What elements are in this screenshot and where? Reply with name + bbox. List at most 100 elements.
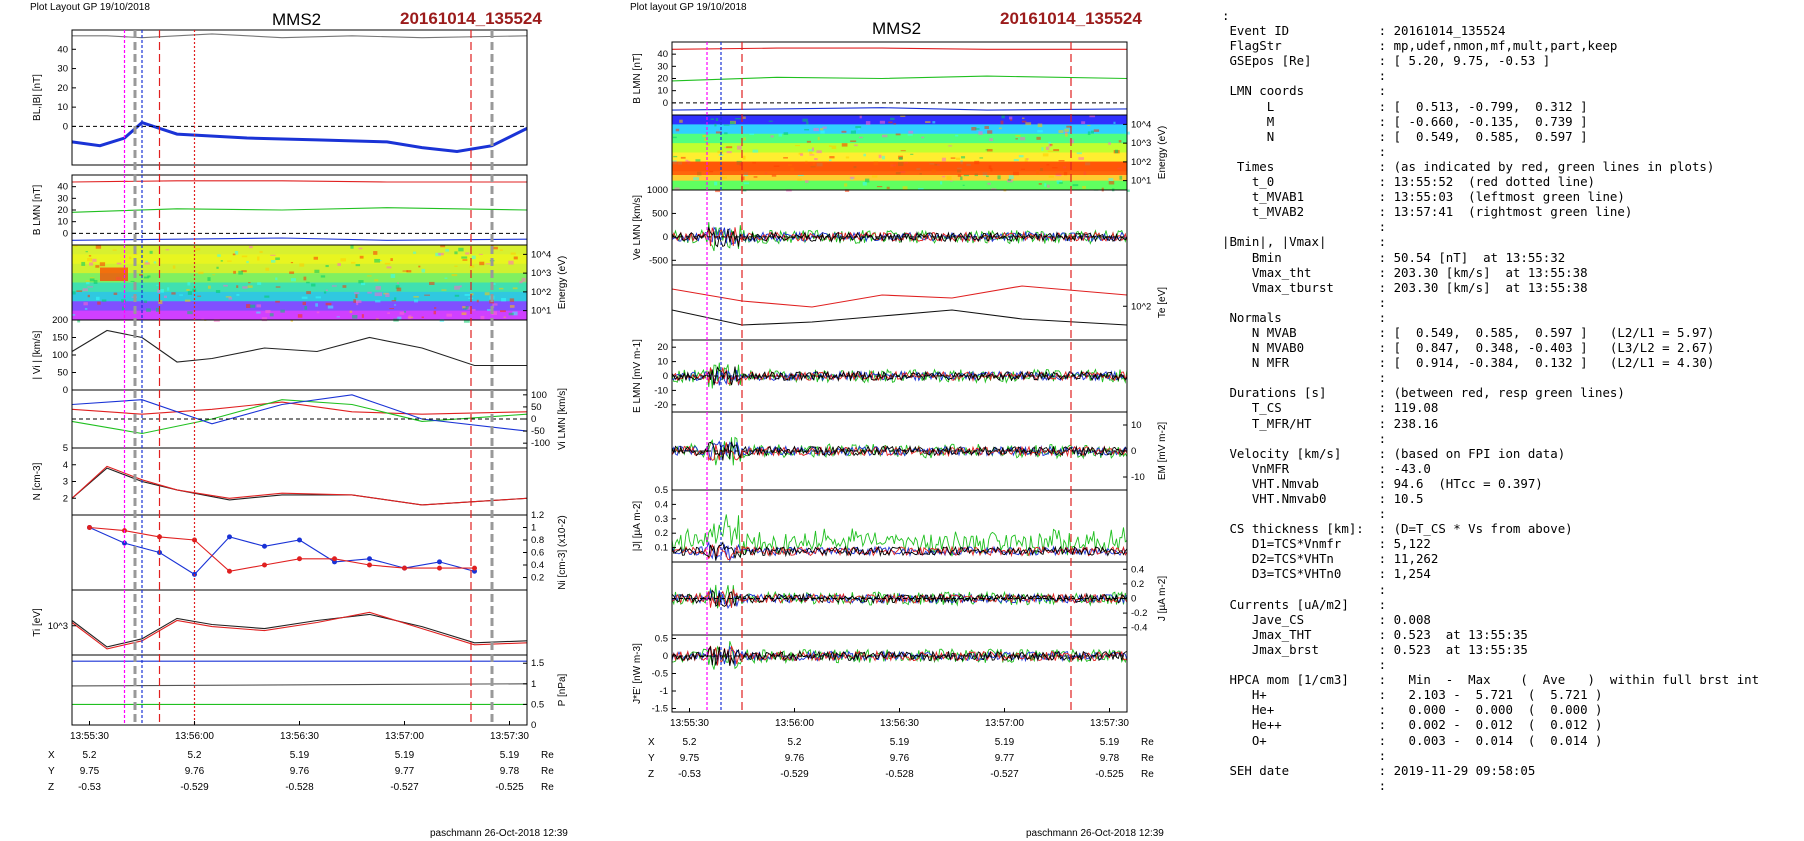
spectrogram-cell xyxy=(485,263,490,265)
spectrogram-cell xyxy=(101,299,107,302)
spectrogram-cell xyxy=(379,260,382,262)
spectrogram-cell xyxy=(805,180,809,183)
y-tick-label: 2 xyxy=(63,493,68,504)
spectrogram-cell xyxy=(871,175,878,178)
spectrogram-cell xyxy=(702,134,706,138)
spectrogram-cell xyxy=(238,270,243,275)
spectrogram-cell xyxy=(809,150,813,154)
spectrogram-cell xyxy=(693,177,699,181)
spectrogram-cell xyxy=(129,256,132,260)
info-line: : xyxy=(1222,430,1387,446)
spectrogram-cell xyxy=(290,319,293,322)
spectrogram-cell xyxy=(979,157,984,159)
time-tick-label: 13:56:00 xyxy=(775,718,814,729)
spectrogram-cell xyxy=(466,306,472,310)
y-tick-label: 0.2 xyxy=(1131,579,1144,590)
spectrogram-cell xyxy=(675,128,680,132)
spectrogram-cell xyxy=(736,145,742,150)
spectrogram-cell xyxy=(1047,184,1050,188)
coord-value: 5.19 xyxy=(395,750,415,761)
spectrogram-cell xyxy=(1056,180,1063,183)
spectrogram-cell xyxy=(408,315,412,320)
info-line: |Bmin|, |Vmax| : xyxy=(1222,234,1387,250)
spectrogram-cell xyxy=(822,126,827,129)
coord-value: 5.2 xyxy=(188,750,202,761)
spectrogram-cell xyxy=(730,121,735,125)
spectrogram-cell xyxy=(1048,141,1051,144)
spectrogram-cell xyxy=(271,259,276,263)
spectrogram-cell xyxy=(1093,129,1100,132)
panel-0: 0 10 20 30 40 BL,|B| [nT] xyxy=(32,29,528,166)
spectrogram-cell xyxy=(454,294,460,297)
spectrogram-cell xyxy=(1125,131,1130,135)
y-tick-label: 40 xyxy=(57,182,68,193)
spectrogram-cell xyxy=(429,281,435,285)
spectrogram-cell xyxy=(813,127,819,132)
spectrogram-cell xyxy=(96,296,100,301)
spectrogram-cell xyxy=(955,134,959,137)
spectrogram-cell xyxy=(248,282,251,284)
spectrogram-cell xyxy=(768,120,773,122)
spectrogram-cell xyxy=(228,297,233,300)
spectrogram-cell xyxy=(458,247,464,252)
middle-plot-title: MMS2 xyxy=(872,19,922,38)
coord-value: 5.19 xyxy=(290,750,310,761)
panel-frame xyxy=(71,29,528,166)
y-tick-label: 10 xyxy=(57,217,68,228)
info-line: N MVAB0 : [ 0.847, 0.348, -0.403 ] (L3/L… xyxy=(1222,340,1715,356)
y-tick-label: 5 xyxy=(63,443,68,454)
coord-value: 5.2 xyxy=(788,737,802,748)
y-tick-label: 20 xyxy=(657,342,668,353)
spectrogram-cell xyxy=(194,248,201,251)
spectrogram-cell xyxy=(503,316,506,318)
info-line: Jmax_brst : 0.523 at 13:55:35 xyxy=(1222,641,1528,657)
series-line xyxy=(89,526,475,572)
y-tick-label: 0.4 xyxy=(531,560,544,571)
info-line: : xyxy=(1222,777,1387,793)
spectrogram-cell xyxy=(1057,181,1063,184)
spectrogram-cell xyxy=(1018,155,1024,158)
coord-value: -0.529 xyxy=(180,782,209,793)
info-line: HPCA mom [1/cm3] : Min - Max ( Ave ) wit… xyxy=(1222,672,1760,688)
info-line: GSEpos [Re] : [ 5.20, 9.75, -0.53 ] xyxy=(1222,53,1551,69)
y-tick-label: 10^3 xyxy=(1131,138,1151,149)
spectrogram-band xyxy=(672,124,1127,135)
time-tick-label: 13:55:30 xyxy=(70,731,109,742)
spectrogram-cell xyxy=(509,298,515,302)
spectrogram-cell xyxy=(508,312,514,316)
panel-2: -500 0 500 1000 Ve LMN [km/s] xyxy=(632,185,1128,266)
series-line xyxy=(71,467,528,506)
spectrogram-cell xyxy=(471,255,476,260)
spectrogram-cell xyxy=(112,249,117,251)
spectrogram-cell xyxy=(149,250,153,254)
spectrogram-cell xyxy=(302,301,307,306)
spectrogram-cell xyxy=(158,300,163,305)
spectrogram-cell xyxy=(403,310,407,313)
spectrogram-cell xyxy=(454,265,458,267)
spectrogram-cell xyxy=(990,188,997,190)
spectrogram-cell xyxy=(374,292,380,297)
spectrogram-cell xyxy=(740,176,745,181)
spectrogram-cell xyxy=(718,154,724,156)
coord-label: Y xyxy=(648,753,655,764)
data-trace xyxy=(671,589,1128,607)
spectrogram-cell xyxy=(73,245,78,247)
panel-4: -20 -10 0 10 20 E LMN [mV m-1] xyxy=(632,339,1128,413)
spectrogram-cell xyxy=(336,316,340,318)
spectrogram-cell xyxy=(421,316,424,319)
spectrogram-cell xyxy=(88,255,92,257)
spectrogram-cell xyxy=(679,119,683,123)
spectrogram-cell xyxy=(715,131,722,134)
spectrogram-cell xyxy=(989,138,993,142)
coord-value: 9.76 xyxy=(785,753,805,764)
spectrogram-cell xyxy=(986,148,993,152)
spectrogram-cell xyxy=(454,285,460,290)
spectrogram-cell xyxy=(351,261,356,264)
spectrogram-cell xyxy=(1036,136,1041,140)
spectrogram-cell xyxy=(413,296,419,298)
spectrogram-cell xyxy=(674,187,680,191)
spectrogram-cell xyxy=(855,126,862,129)
spectrogram-cell xyxy=(1010,118,1013,121)
spectrogram-cell xyxy=(940,181,943,185)
